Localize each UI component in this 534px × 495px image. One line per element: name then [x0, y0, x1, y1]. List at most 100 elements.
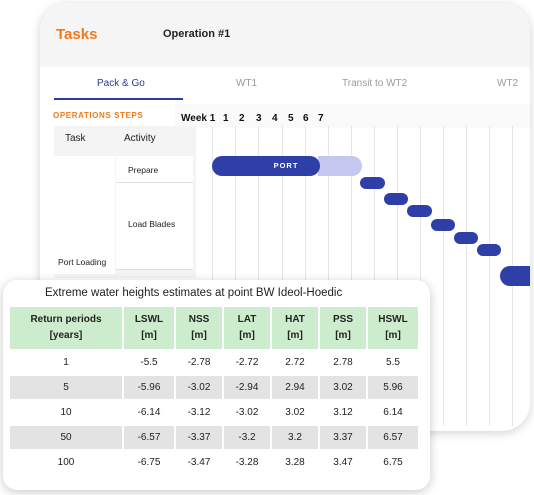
- table-cell: 10: [10, 401, 122, 424]
- table-header-row: Return periods [years] LSWL [m] NSS [m] LAT…: [10, 307, 418, 349]
- table-cell: 50: [10, 426, 122, 449]
- table-cell: -6.14: [124, 401, 174, 424]
- gantt-gridline: [374, 126, 375, 426]
- table-cell: 100: [10, 451, 122, 474]
- table-cell: -3.12: [176, 401, 222, 424]
- table-cell: 3.02: [272, 401, 318, 424]
- table-cell: -2.78: [176, 351, 222, 374]
- task-column-header: Task: [65, 133, 86, 144]
- active-tab-indicator: [54, 98, 183, 100]
- table-cell: -6.57: [124, 426, 174, 449]
- table-cell: 2.72: [272, 351, 318, 374]
- week-number: 7: [318, 113, 324, 124]
- gantt-bar[interactable]: [407, 205, 432, 217]
- header-hat: HAT [m]: [272, 307, 318, 349]
- task-name: Port Loading: [58, 257, 107, 267]
- app-title: Tasks: [56, 26, 98, 43]
- gantt-gridline: [443, 126, 444, 426]
- gantt-bar[interactable]: [477, 244, 501, 256]
- table-cell: 3.28: [272, 451, 318, 474]
- tab-transit-to-wt2[interactable]: Transit to WT2: [342, 78, 408, 89]
- port-bar-label: PORT: [273, 161, 299, 170]
- gantt-gridline: [282, 126, 283, 426]
- table-cell: -3.2: [224, 426, 270, 449]
- header-nss: NSS [m]: [176, 307, 222, 349]
- table-cell: 5.96: [368, 376, 418, 399]
- table-cell: -6.75: [124, 451, 174, 474]
- week-number: 1: [223, 113, 229, 124]
- table-row: 5 -5.96 -3.02 -2.94 2.94 3.02 5.96: [10, 376, 418, 399]
- water-heights-table: Return periods [years] LSWL [m] NSS [m] LAT…: [8, 305, 420, 476]
- header-return-periods: Return periods [years]: [10, 307, 122, 349]
- gantt-gridline: [212, 126, 213, 426]
- table-cell: -2.94: [224, 376, 270, 399]
- activity-label: Prepare: [128, 165, 159, 175]
- gantt-chart: [200, 126, 530, 426]
- table-row: 100 -6.75 -3.47 -3.28 3.28 3.47 6.75: [10, 451, 418, 474]
- table-cell: 5: [10, 376, 122, 399]
- header-pss: PSS [m]: [320, 307, 366, 349]
- table-cell: 3.2: [272, 426, 318, 449]
- tab-pack-and-go[interactable]: Pack & Go: [97, 78, 145, 89]
- table-cell: 3.37: [320, 426, 366, 449]
- gantt-gridline: [305, 126, 306, 426]
- table-row: 50 -6.57 -3.37 -3.2 3.2 3.37 6.57: [10, 426, 418, 449]
- port-bar[interactable]: PORT: [212, 156, 320, 176]
- gantt-bar[interactable]: [384, 193, 408, 205]
- table-cell: 3.12: [320, 401, 366, 424]
- operation-title[interactable]: Operation #1: [163, 28, 231, 40]
- tab-wt1[interactable]: WT1: [236, 78, 258, 89]
- table-cell: -3.28: [224, 451, 270, 474]
- table-row: 10 -6.14 -3.12 -3.02 3.02 3.12 6.14: [10, 401, 418, 424]
- gantt-gridline: [235, 126, 236, 426]
- gantt-gridline: [466, 126, 467, 426]
- activity-cell-prepare[interactable]: Prepare: [116, 156, 193, 183]
- table-cell: 6.14: [368, 401, 418, 424]
- table-cell: -3.02: [176, 376, 222, 399]
- card-header: Tasks Operation #1: [40, 3, 530, 67]
- table-cell: 3.02: [320, 376, 366, 399]
- week-number: 3: [256, 113, 262, 124]
- table-cell: 2.94: [272, 376, 318, 399]
- gantt-gridline: [397, 126, 398, 426]
- tab-wt2[interactable]: WT2: [497, 78, 519, 89]
- gantt-bar[interactable]: [454, 232, 478, 244]
- gantt-gridline: [489, 126, 490, 426]
- gantt-bar[interactable]: [431, 219, 455, 231]
- table-cell: -5.5: [124, 351, 174, 374]
- table-cell: -5.96: [124, 376, 174, 399]
- gantt-gridline: [351, 126, 352, 426]
- header-lswl: LSWL [m]: [124, 307, 174, 349]
- week-label: Week 1: [181, 113, 216, 124]
- table-cell: -2.72: [224, 351, 270, 374]
- table-cell: -3.02: [224, 401, 270, 424]
- gantt-bar[interactable]: [500, 266, 530, 286]
- activity-cell-load-blades[interactable]: Load Blades: [116, 183, 193, 270]
- header-lat: LAT [m]: [224, 307, 270, 349]
- table-title: Extreme water heights estimates at point…: [45, 287, 343, 299]
- table-cell: -3.47: [176, 451, 222, 474]
- table-cell: 2.78: [320, 351, 366, 374]
- week-header-row: Week 1 1 2 3 4 5 6 7: [175, 104, 530, 128]
- week-number: 4: [272, 113, 278, 124]
- header-hswl: HSWL [m]: [368, 307, 418, 349]
- activity-label: Load Blades: [128, 219, 176, 229]
- table-cell: 6.75: [368, 451, 418, 474]
- task-cell: [54, 156, 115, 274]
- table-cell: 1: [10, 351, 122, 374]
- activity-column-header: Activity: [124, 133, 156, 144]
- operations-steps-label: OPERATIONS STEPS: [53, 111, 144, 120]
- table-cell: -3.37: [176, 426, 222, 449]
- table-row: 1 -5.5 -2.78 -2.72 2.72 2.78 5.5: [10, 351, 418, 374]
- table-cell: 3.47: [320, 451, 366, 474]
- table-cell: 5.5: [368, 351, 418, 374]
- week-number: 2: [239, 113, 245, 124]
- port-bar-remaining[interactable]: [318, 156, 362, 176]
- gantt-bar[interactable]: [360, 177, 385, 189]
- week-number: 6: [303, 113, 309, 124]
- gantt-gridline: [420, 126, 421, 426]
- water-heights-card: Extreme water heights estimates at point…: [3, 280, 430, 490]
- week-number: 5: [288, 113, 294, 124]
- table-cell: 6.57: [368, 426, 418, 449]
- gantt-gridline: [258, 126, 259, 426]
